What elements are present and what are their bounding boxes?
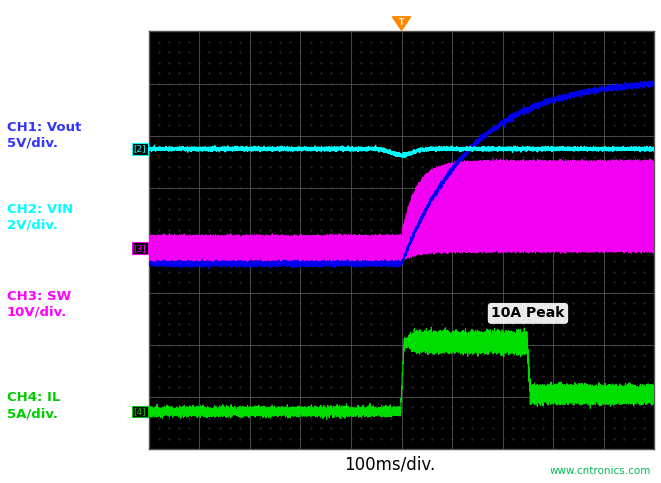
Text: [3]: [3]: [134, 243, 146, 253]
Text: [2]: [2]: [134, 144, 146, 154]
Text: T: T: [399, 18, 405, 27]
Polygon shape: [393, 17, 410, 30]
Text: CH4: IL
5A/div.: CH4: IL 5A/div.: [7, 391, 60, 420]
Text: CH3: SW
10V/div.: CH3: SW 10V/div.: [7, 290, 71, 319]
Text: [4]: [4]: [134, 407, 146, 416]
Text: CH2: VIN
2V/div.: CH2: VIN 2V/div.: [7, 203, 73, 232]
Text: 10A Peak: 10A Peak: [491, 306, 564, 320]
Text: www.cntronics.com: www.cntronics.com: [550, 466, 651, 476]
Text: 100ms/div.: 100ms/div.: [344, 455, 436, 473]
Text: CH1: Vout
5V/div.: CH1: Vout 5V/div.: [7, 121, 81, 150]
